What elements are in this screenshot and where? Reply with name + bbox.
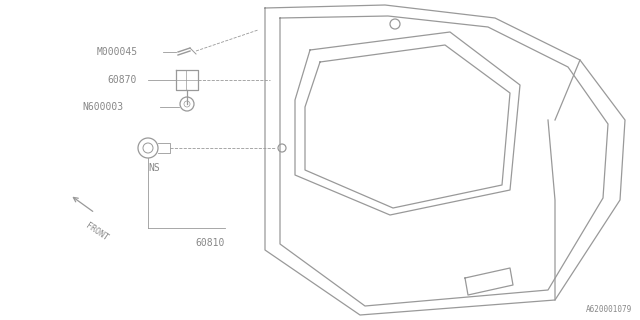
Text: FRONT: FRONT <box>84 221 109 243</box>
Text: NS: NS <box>148 163 160 173</box>
Text: M000045: M000045 <box>97 47 138 57</box>
Text: N600003: N600003 <box>82 102 123 112</box>
Text: A620001079: A620001079 <box>586 305 632 314</box>
Text: 60870: 60870 <box>107 75 136 85</box>
Text: 60810: 60810 <box>195 238 225 248</box>
